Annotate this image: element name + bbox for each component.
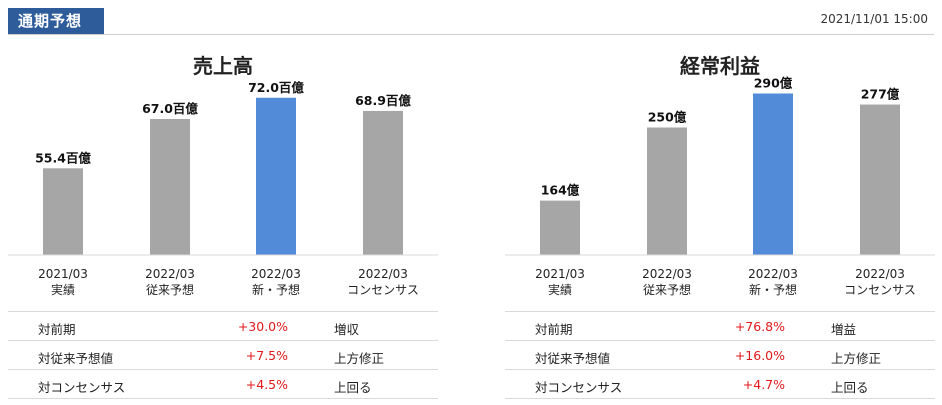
metric-value: +4.7% xyxy=(742,377,785,392)
comparison-table: 対前期 +76.8% 増益 対従来予想値 +16.0% 上方修正 対コンセンサス… xyxy=(505,311,935,399)
table-row: 対前期 +30.0% 増収 xyxy=(8,311,438,340)
metric-label: 対従来予想値 xyxy=(535,351,611,366)
sales-panel: 売上高 55.4百億 67.0百億 72.0百億 68.9百億 2021/03 実績 2… xyxy=(8,40,438,405)
metric-text: 上回る xyxy=(831,380,869,395)
bar xyxy=(256,97,296,255)
data-label: 55.4百億 xyxy=(35,150,91,165)
metric-label: 対従来予想値 xyxy=(38,351,114,366)
bar xyxy=(860,104,900,255)
metric-text: 増収 xyxy=(334,322,360,337)
data-label: 68.9百億 xyxy=(355,93,411,108)
ordinary-profit-chart: 経常利益 164億 250億 290億 277億 xyxy=(505,54,935,256)
section-tag: 通期予想 xyxy=(8,8,104,34)
bar xyxy=(363,110,403,255)
metric-label: 対コンセンサス xyxy=(535,380,623,395)
metric-value: +76.8% xyxy=(734,319,785,334)
timestamp: 2021/11/01 15:00 xyxy=(820,12,928,26)
header-divider xyxy=(8,34,934,35)
table-row: 対コンセンサス +4.5% 上回る xyxy=(8,369,438,399)
category-label: 2022/03 コンセンサス xyxy=(844,267,916,297)
table-row: 対コンセンサス +4.7% 上回る xyxy=(505,369,935,399)
data-label: 250億 xyxy=(648,110,687,125)
metric-label: 対前期 xyxy=(535,322,573,337)
table-row: 対従来予想値 +7.5% 上方修正 xyxy=(8,340,438,369)
data-label: 277億 xyxy=(861,87,900,102)
metric-text: 上回る xyxy=(334,380,372,395)
bar xyxy=(753,93,793,255)
chart-title: 売上高 xyxy=(193,54,253,78)
category-label: 2022/03 新・予想 xyxy=(748,267,798,297)
metric-text: 上方修正 xyxy=(334,351,385,366)
category-label: 2022/03 新・予想 xyxy=(251,267,301,297)
data-label: 67.0百億 xyxy=(142,101,198,116)
metric-value: +30.0% xyxy=(237,319,288,334)
data-label: 72.0百億 xyxy=(248,80,304,95)
data-label: 164億 xyxy=(541,183,580,198)
metric-text: 上方修正 xyxy=(831,351,882,366)
metric-text: 増益 xyxy=(831,322,857,337)
metric-value: +4.5% xyxy=(245,377,288,392)
category-label: 2022/03 コンセンサス xyxy=(347,267,419,297)
category-label: 2021/03 実績 xyxy=(38,267,88,297)
category-label: 2022/03 従来予想 xyxy=(642,267,692,297)
category-label: 2022/03 従来予想 xyxy=(145,267,195,297)
data-label: 290億 xyxy=(754,76,793,91)
category-label: 2021/03 実績 xyxy=(535,267,585,297)
sales-chart: 売上高 55.4百億 67.0百億 72.0百億 68.9百億 xyxy=(8,54,438,256)
metric-value: +7.5% xyxy=(245,348,288,363)
metric-label: 対前期 xyxy=(38,322,76,337)
bar xyxy=(540,200,580,255)
bar xyxy=(647,127,687,255)
comparison-table: 対前期 +30.0% 増収 対従来予想値 +7.5% 上方修正 対コンセンサス … xyxy=(8,311,438,399)
metric-value: +16.0% xyxy=(734,348,785,363)
bar xyxy=(150,119,190,255)
metric-label: 対コンセンサス xyxy=(38,380,126,395)
bar xyxy=(43,168,83,255)
chart-title: 経常利益 xyxy=(680,54,760,78)
ordinary-profit-panel: 経常利益 164億 250億 290億 277億 2021/03 実績 2022/03 従… xyxy=(505,40,935,405)
table-row: 対従来予想値 +16.0% 上方修正 xyxy=(505,340,935,369)
table-row: 対前期 +76.8% 増益 xyxy=(505,311,935,340)
